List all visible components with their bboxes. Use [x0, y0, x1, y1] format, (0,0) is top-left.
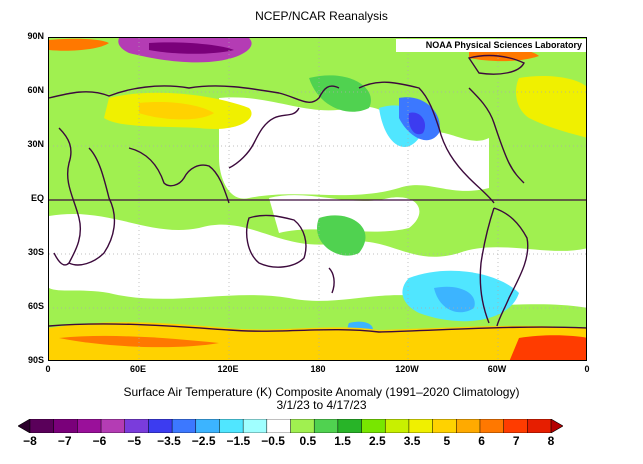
antarctica-coast	[49, 323, 586, 333]
anomaly-map	[49, 38, 586, 360]
lat-label-90n: 90N	[27, 31, 44, 41]
lon-label-120w: 120W	[395, 364, 419, 374]
africa-west-coast	[53, 127, 81, 266]
figure-title: NCEP/NCAR Reanalysis	[255, 9, 388, 23]
warm-patch-arctic-atlantic	[49, 38, 109, 51]
colorbar-segment	[242, 419, 268, 433]
north-america-west-coast	[358, 81, 495, 204]
colorbar-segment	[124, 419, 149, 433]
lon-label-60e: 60E	[129, 364, 146, 374]
colorbar-tick-label: −7	[57, 434, 72, 448]
colorbar-segment	[195, 419, 221, 433]
colorbar-tick-label: 1.5	[334, 434, 351, 448]
colorbar-segment	[503, 419, 528, 433]
colorbar-segment	[361, 419, 386, 433]
lon-label-120e: 120E	[217, 364, 239, 374]
lat-label-60s: 60S	[27, 301, 44, 311]
colorbar-tick-label: 8	[547, 434, 555, 448]
colorbar-segment	[527, 419, 552, 433]
africa-east-coast	[68, 147, 116, 266]
south-america-west-coast	[479, 207, 495, 324]
warm-patch-north-atlantic	[516, 76, 586, 138]
colorbar-tick-label: −2.5	[191, 434, 216, 448]
warm-patch-pacific	[317, 215, 366, 256]
lat-label-30n: 30N	[27, 139, 44, 149]
colorbar-segment	[408, 419, 434, 433]
lat-label-eq: EQ	[30, 193, 44, 203]
colorbar-segment	[384, 419, 410, 433]
colorbar-left-arrow	[18, 419, 31, 433]
east-asia-coast	[228, 107, 300, 169]
colorbar-segment	[219, 419, 244, 433]
colorbar-segment	[100, 419, 126, 433]
colder-patch-south-pacific	[434, 286, 475, 313]
colorbar-segment	[77, 419, 102, 433]
colorbar-segment	[290, 419, 315, 433]
warmer-patch-eurasia	[139, 102, 214, 120]
colorbar-tick-label: −8	[23, 434, 37, 448]
colorbar-segment	[171, 419, 197, 433]
eurasia-north-coast	[49, 85, 340, 103]
lon-label-180: 180	[310, 364, 326, 374]
colorbar-tick-label: 5	[443, 434, 451, 448]
colorbar-tick-label: −3.5	[157, 434, 181, 448]
colorbar-tick-label: 2.5	[368, 434, 386, 448]
colorbar-segment	[337, 419, 363, 433]
colorbar-tick-label: −0.5	[261, 434, 285, 448]
warm-patch-north-pacific	[309, 75, 371, 112]
hot-patch-antarctica	[509, 335, 586, 360]
warm-patch-antarctica	[49, 322, 586, 360]
south-asia-coast	[128, 147, 230, 204]
colorbar-segment	[479, 419, 505, 433]
neutral-anomaly-band-north	[219, 97, 489, 199]
australia-coast	[246, 214, 307, 268]
caption-date-range: 3/1/23 to 4/17/23	[276, 398, 367, 412]
map-panel	[48, 37, 587, 361]
lon-label-60w: 60W	[487, 364, 507, 374]
new-zealand-coast	[328, 267, 335, 294]
south-america-coast	[493, 207, 529, 327]
credit-label: NOAA Physical Sciences Laboratory	[395, 39, 586, 52]
lon-label-0: 0	[45, 364, 51, 374]
colorbar-segment	[29, 419, 55, 433]
colorbar-tick-label: 6	[478, 434, 485, 448]
colorbar-tick-label: −1.5	[226, 434, 251, 448]
colorbar-segment	[53, 419, 78, 433]
north-america-east-coast	[468, 87, 525, 184]
colorbar-segment	[266, 419, 292, 433]
colorbar-segment	[148, 419, 173, 433]
coldest-patch-arctic-siberia	[149, 42, 234, 54]
colorbar	[18, 419, 563, 433]
colorbar-segment	[456, 419, 481, 433]
colorbar-tick-label: 7	[512, 434, 520, 448]
coastlines	[49, 54, 586, 333]
lon-label-0-right: 0	[584, 364, 590, 374]
colorbar-segment	[432, 419, 457, 433]
colorbar-tick-label: 0.5	[299, 434, 317, 448]
greenland-coast	[467, 54, 525, 75]
colorbar-right-arrow	[550, 419, 563, 433]
caption-variable: Surface Air Temperature (K) Composite An…	[123, 385, 520, 399]
lat-label-90s: 90S	[27, 355, 44, 365]
colorbar-tick-label: 3.5	[403, 434, 421, 448]
colorbar-tick-label: −6	[92, 434, 107, 448]
colorbar-tick-label: −5	[127, 434, 142, 448]
lat-label-30s: 30S	[27, 247, 44, 257]
neutral-anomaly-tropics	[269, 195, 420, 233]
coldest-patch-north-america	[408, 112, 426, 135]
colorbar-segment	[313, 419, 339, 433]
warmer-patch-antarctica	[59, 335, 219, 348]
lat-label-60n: 60N	[27, 85, 44, 95]
